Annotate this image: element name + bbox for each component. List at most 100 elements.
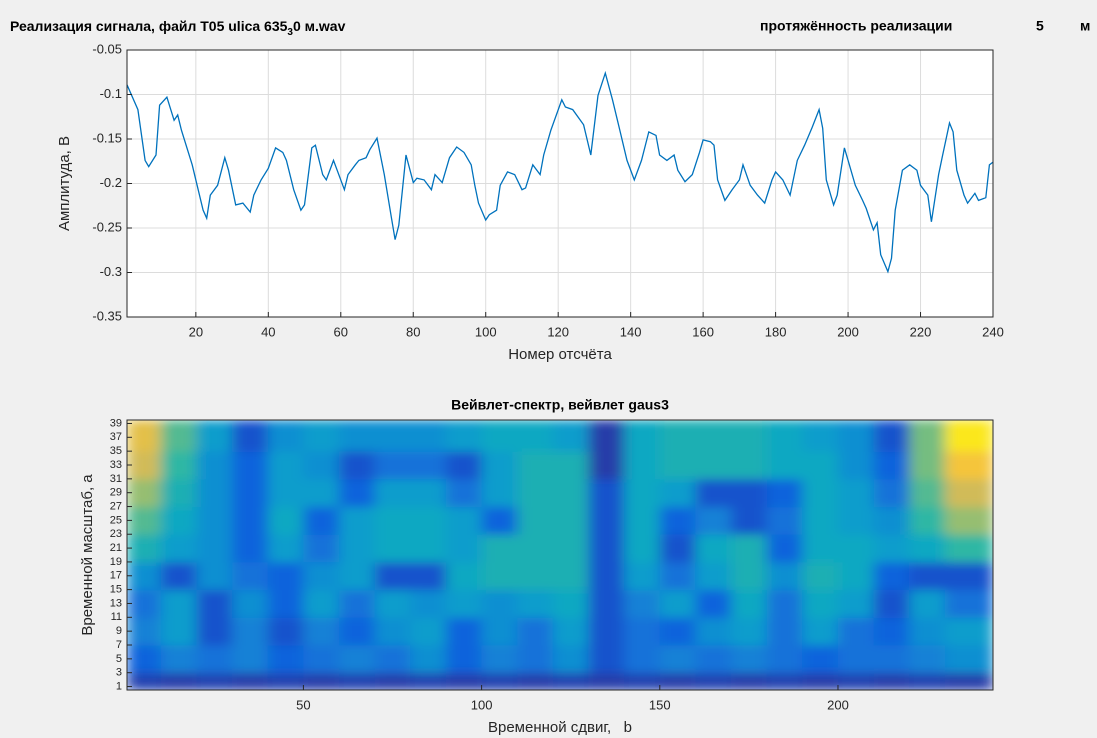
cell [837,645,875,674]
cell [160,589,197,618]
cell [517,617,554,646]
cell [944,672,993,690]
cell [624,617,661,646]
cell [445,645,483,674]
y-tick-label: 31 [110,473,122,485]
cell [802,451,839,480]
cell [232,478,269,508]
cell [339,672,376,690]
cell [766,534,803,563]
cell [802,420,839,452]
cell [374,534,411,563]
cell [659,534,696,563]
cell [909,478,946,508]
cell [873,617,910,646]
cell [766,561,803,591]
cell [127,589,162,618]
cell [517,506,554,535]
cell [410,672,447,690]
cell [232,617,269,646]
cell [944,506,993,535]
cell [196,534,233,563]
cell [374,506,411,535]
cell [232,451,269,480]
cell [659,672,696,690]
cell [552,672,590,690]
cell [873,589,910,618]
cell [873,451,910,480]
cell [802,478,839,508]
cell [552,534,590,563]
cell [873,645,910,674]
cell [695,478,732,508]
cell [909,561,946,591]
cell [160,478,197,508]
cell [552,561,590,591]
cell [127,451,162,480]
cell [127,420,162,452]
cell [659,561,696,591]
cell [588,672,625,690]
cell [410,478,447,508]
cell [802,589,839,618]
cell [196,420,233,452]
cell [232,645,269,674]
cell [303,451,340,480]
cell [481,478,518,508]
cell [659,506,696,535]
cell [232,420,269,452]
plot-frame [126,419,994,691]
cell [160,451,197,480]
cell [267,420,304,452]
cell [731,672,768,690]
cell [127,506,162,535]
y-tick-label: 37 [110,431,122,443]
cell [303,506,340,535]
cell [873,506,910,535]
y-tick-label: 17 [110,570,122,582]
cell [339,589,376,618]
cell [481,534,518,563]
length-unit: м [1080,18,1090,34]
cell [232,589,269,618]
cell [267,506,304,535]
x-tick-label: 120 [547,324,569,339]
cell [160,534,197,563]
cell [481,506,518,535]
cell [659,420,696,452]
x-tick-label: 150 [649,697,671,712]
cell [339,478,376,508]
scalogram-cells [127,420,993,690]
cell [624,645,661,674]
cell [517,478,554,508]
cell [481,589,518,618]
cell [232,672,269,690]
cell [481,617,518,646]
cell [909,645,946,674]
cell [445,420,483,452]
y-tick-label: -0.2 [100,175,122,190]
cell [659,645,696,674]
cell [944,420,993,452]
title-subscript: 3 [287,27,293,38]
cell [802,506,839,535]
cell [445,589,483,618]
cell [374,478,411,508]
cell [802,617,839,646]
cell [944,478,993,508]
cell [232,534,269,563]
cell [624,420,661,452]
length-value: 5 [1036,18,1044,34]
cell [517,420,554,452]
cell [909,420,946,452]
y-tick-label: 15 [110,584,122,596]
cell [802,672,839,690]
cell [410,589,447,618]
cell [303,478,340,508]
cell [232,506,269,535]
cell [695,451,732,480]
cell [196,617,233,646]
cell [624,506,661,535]
cell [909,451,946,480]
cell [837,672,875,690]
